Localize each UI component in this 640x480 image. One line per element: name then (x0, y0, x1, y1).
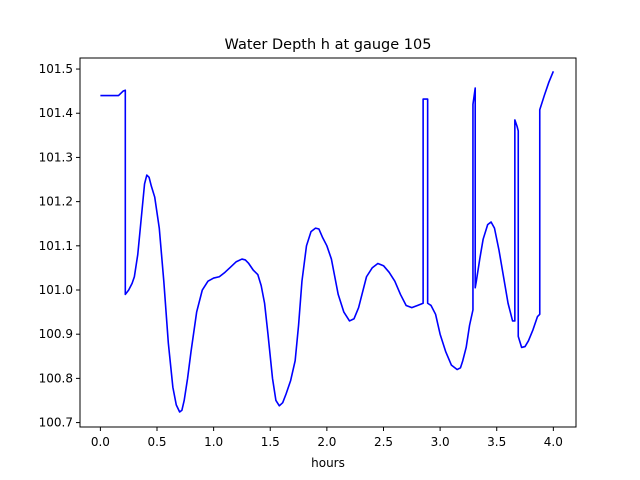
x-tick-label: 0.0 (91, 435, 110, 449)
y-tick-label: 101.1 (39, 239, 73, 253)
x-tick-label: 3.5 (487, 435, 506, 449)
x-tick-label: 1.0 (204, 435, 223, 449)
y-tick-label: 100.9 (39, 327, 73, 341)
axes-frame (79, 57, 577, 428)
y-axis-ticks: 100.7 100.8 100.9 101.0 101.1 101.2 101.3 101.4… (39, 62, 80, 430)
x-tick-label: 4.0 (544, 435, 563, 449)
x-axis-label: hours (311, 456, 345, 470)
x-tick-label: 2.5 (374, 435, 393, 449)
x-tick-label: 1.5 (261, 435, 280, 449)
x-axis-ticks: 0.0 0.5 1.0 1.5 2.0 2.5 3.0 3.5 4.0 (91, 427, 563, 449)
y-tick-label: 101.3 (39, 150, 73, 164)
x-tick-label: 2.0 (317, 435, 336, 449)
chart-title: Water Depth h at gauge 105 (225, 37, 432, 53)
y-tick-label: 101.4 (39, 106, 73, 120)
x-tick-label: 0.5 (147, 435, 166, 449)
y-tick-label: 100.7 (39, 416, 73, 430)
series-line-water-depth (100, 70, 555, 413)
y-tick-label: 100.8 (39, 371, 73, 385)
y-tick-label: 101.5 (39, 62, 73, 76)
y-tick-label: 101.0 (39, 283, 73, 297)
x-tick-label: 3.0 (431, 435, 450, 449)
plot-area (79, 57, 577, 428)
y-tick-label: 101.2 (39, 195, 73, 209)
